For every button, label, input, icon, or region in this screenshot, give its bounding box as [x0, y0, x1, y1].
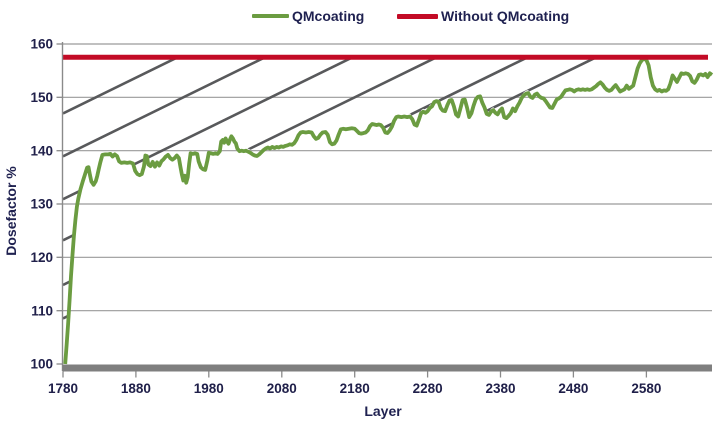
x-tick-label: 1980: [194, 381, 224, 396]
x-axis-title: Layer: [364, 403, 402, 419]
y-tick-label: 110: [31, 303, 53, 318]
x-tick-label: 2380: [485, 381, 515, 396]
x-tick-label: 2580: [631, 381, 661, 396]
x-tick-label: 2480: [558, 381, 588, 396]
x-axis-bar: [62, 364, 712, 372]
x-tick-label: 2180: [340, 381, 370, 396]
y-tick-label: 130: [30, 197, 53, 212]
x-tick-label: 2280: [413, 381, 443, 396]
series-qmcoating-line: [63, 57, 714, 365]
x-tick-label: 2080: [267, 381, 297, 396]
hatch-line: [63, 56, 266, 158]
x-tick-label: 1880: [121, 381, 151, 396]
y-tick-label: 160: [30, 37, 53, 52]
legend-label-qmcoating: QMcoating: [292, 8, 365, 24]
hatch-line: [63, 56, 354, 201]
y-tick-label: 150: [30, 90, 53, 105]
hatch-line: [63, 56, 179, 115]
hatch-line: [63, 56, 597, 320]
legend-item-qmcoating: QMcoating: [252, 8, 364, 24]
legend-swatch-qmcoating: [252, 14, 289, 18]
legend-label-without-qmcoating: Without QMcoating: [441, 8, 570, 24]
y-axis-title: Dosefactor %: [3, 166, 19, 256]
legend-swatch-without-qmcoating: [397, 13, 438, 19]
y-tick-label: 120: [30, 250, 53, 265]
hatch-line: [63, 56, 529, 287]
y-tick-label: 100: [30, 357, 53, 372]
x-tick-label: 1780: [48, 381, 78, 396]
legend-item-without-qmcoating: Without QMcoating: [397, 8, 569, 24]
y-tick-label: 140: [30, 143, 53, 158]
